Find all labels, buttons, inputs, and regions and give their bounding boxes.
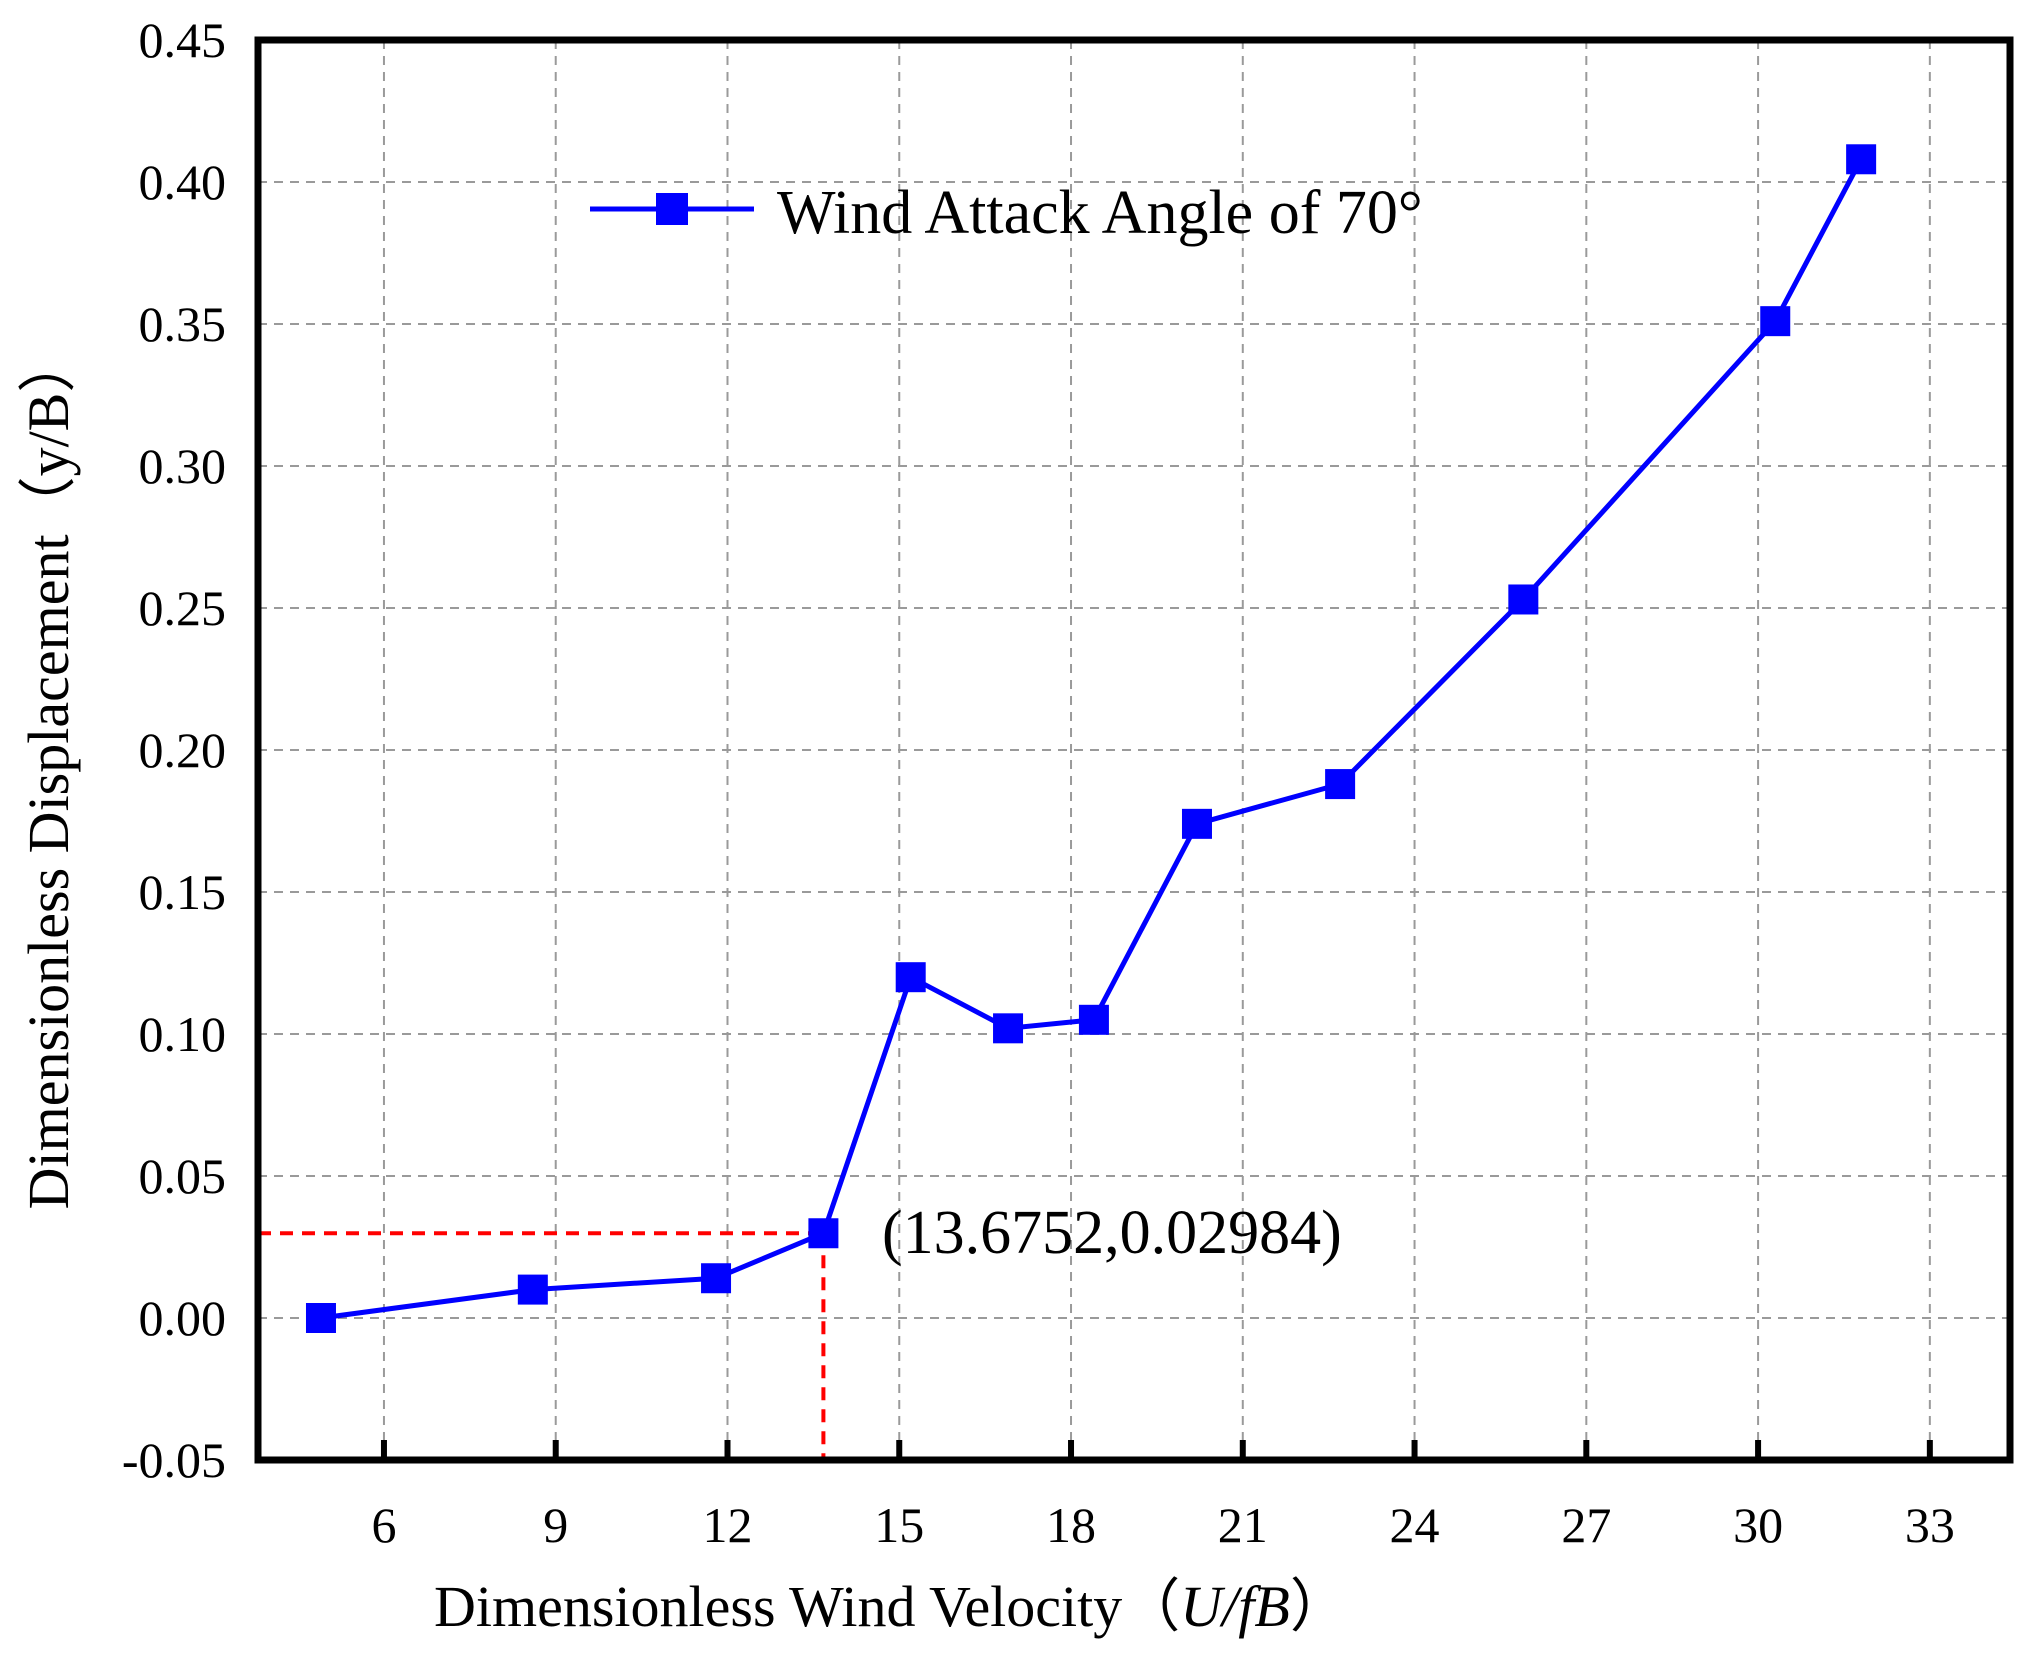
y-tick-label: 0.15 (139, 864, 227, 920)
legend-marker-sample (656, 193, 688, 225)
x-tick-label: 12 (702, 1497, 752, 1553)
data-point-marker (993, 1013, 1024, 1044)
grid-layer (258, 40, 2010, 1460)
annotation-label: (13.6752,0.02984) (882, 1199, 1342, 1267)
data-point-marker (1508, 584, 1539, 615)
y-axis-title: Dimensionless Displacement（y/B） (16, 335, 81, 1210)
tick-layer: 6 9 12 15 18 21 24 27 30 33 -0.05 0.00 0.05 0.10 0.15 0… (122, 12, 1955, 1553)
data-point-marker (1846, 144, 1877, 175)
data-point-marker (895, 962, 926, 993)
x-tick-label: 21 (1218, 1497, 1268, 1553)
y-tick-label: 0.35 (139, 296, 227, 352)
y-tick-label: 0.20 (139, 722, 227, 778)
x-axis-title: Dimensionless Wind Velocity（U/fB） (434, 1574, 1348, 1639)
data-point-marker (1325, 769, 1356, 800)
y-tick-label: 0.05 (139, 1148, 227, 1204)
data-point-marker (808, 1218, 839, 1249)
x-tick-label: 18 (1046, 1497, 1096, 1553)
x-tick-label: 9 (543, 1497, 568, 1553)
data-point-marker (701, 1263, 732, 1294)
y-tick-label: 0.40 (139, 154, 227, 210)
x-tick-label: 24 (1390, 1497, 1440, 1553)
annotation-guide-lines (258, 1231, 826, 1460)
y-tick-label: 0.00 (139, 1290, 227, 1346)
x-tick-label: 15 (874, 1497, 924, 1553)
x-tick-label: 6 (371, 1497, 396, 1553)
x-tick-label: 27 (1561, 1497, 1611, 1553)
x-axis-title-italic: U/fB (1180, 1574, 1290, 1639)
x-tick-label: 30 (1733, 1497, 1783, 1553)
y-tick-label: 0.10 (139, 1006, 227, 1062)
data-point-marker (517, 1274, 548, 1305)
legend-label: Wind Attack Angle of 70° (777, 179, 1423, 247)
series-layer (305, 144, 1877, 1333)
y-tick-label: -0.05 (122, 1432, 226, 1488)
x-tick-label: 33 (1905, 1497, 1955, 1553)
data-point-marker (1760, 306, 1791, 337)
y-tick-label: 0.30 (139, 438, 227, 494)
data-point-marker (305, 1303, 336, 1333)
x-axis-title-main: Dimensionless Wind Velocity（ (434, 1574, 1180, 1639)
x-axis-title-close: ） (1290, 1574, 1348, 1639)
legend: Wind Attack Angle of 70° (590, 179, 1423, 247)
y-tick-label: 0.45 (139, 12, 227, 68)
y-tick-label: 0.25 (139, 580, 227, 636)
plot-frame (254, 36, 2014, 1464)
data-point-marker (1078, 1004, 1109, 1035)
series-line (320, 158, 1864, 1321)
data-point-marker (1181, 808, 1212, 839)
